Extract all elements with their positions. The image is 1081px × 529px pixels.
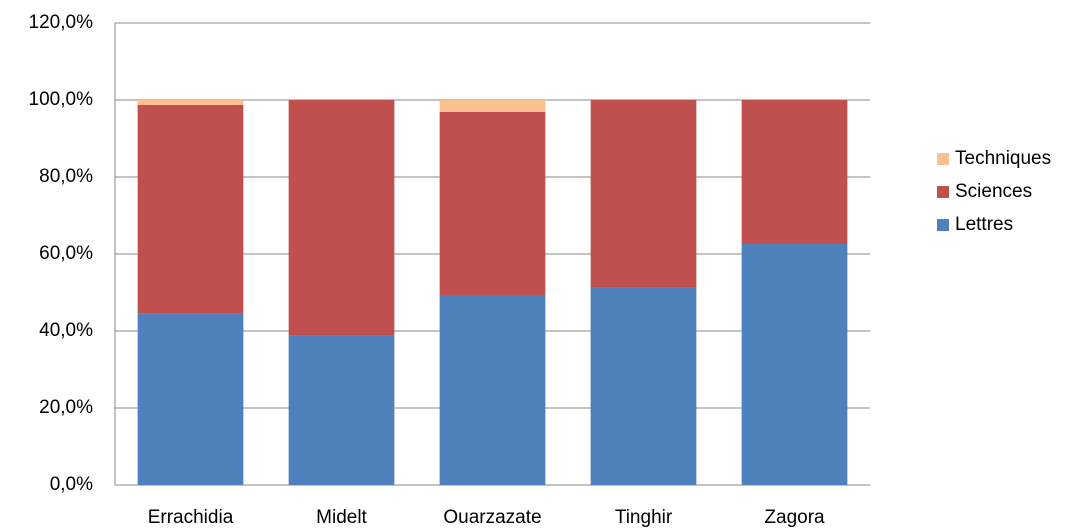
y-tick-label: 60,0% [39,243,93,264]
y-tick-label: 40,0% [39,320,93,341]
legend-swatch [937,219,949,231]
x-tick-label: Errachidia [148,507,234,528]
bar-segment [137,100,244,106]
bar-segment [439,111,546,296]
bar-segment [741,243,848,485]
x-tick-label: Midelt [316,507,367,528]
bar-segment [439,295,546,485]
x-tick-label: Ouarzazate [443,507,541,528]
x-tick-label: Zagora [764,507,825,528]
bar-segment [288,100,395,336]
y-tick-label: 100,0% [29,89,94,110]
x-tick-label: Tinghir [615,507,673,528]
legend-label: Lettres [955,214,1013,235]
y-tick-label: 0,0% [50,474,93,495]
y-tick-label: 20,0% [39,397,93,418]
bar-segment [439,100,546,112]
bar-segment [137,105,244,314]
legend-label: Sciences [955,181,1032,202]
bar-segment [590,100,697,288]
y-tick-label: 120,0% [29,12,94,33]
legend-swatch [937,186,949,198]
bar-segment [137,313,244,485]
bar-segment [741,100,848,244]
bar-segment [288,335,395,485]
legend-label: Techniques [955,148,1051,169]
y-tick-label: 80,0% [39,166,93,187]
legend-swatch [937,153,949,165]
bar-segment [590,287,697,485]
